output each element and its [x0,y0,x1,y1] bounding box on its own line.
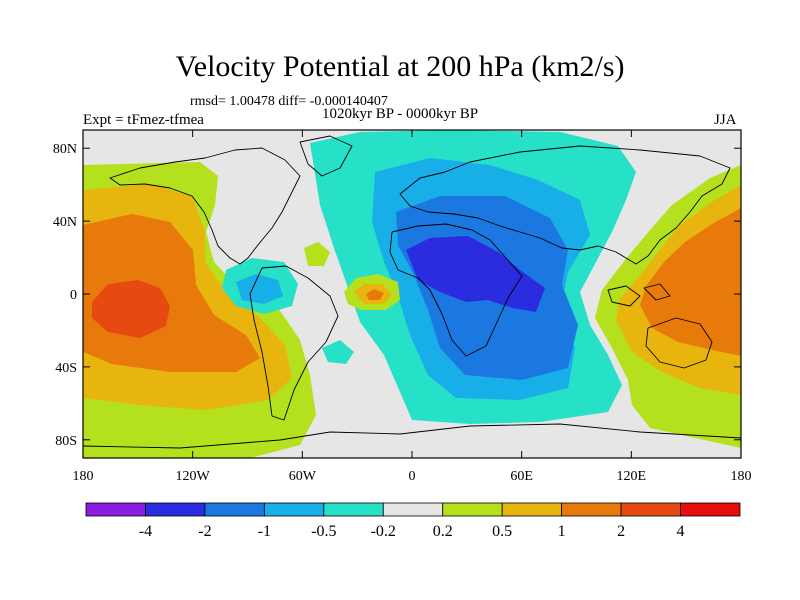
coastline-africa [389,223,523,357]
colorbar-label: -0.2 [371,523,396,540]
experiment-label: Expt = tFmez-tfmea [83,112,204,128]
coastlines [83,135,741,449]
lat-tick-label: 80N [53,142,77,157]
colorbar-swatch [561,502,622,517]
coastline-north-america [109,147,301,265]
colorbar-swatch [204,502,265,517]
coastline-australia [645,317,713,369]
lat-tick-label: 40S [55,361,77,376]
colorbar-label: 0.5 [492,523,512,540]
lat-tick-label: 40N [53,215,77,230]
lon-tick-label: 60W [289,469,317,484]
contour-wpac-1 [640,208,741,356]
lon-tick-label: 0 [409,469,416,484]
lon-tick-label: 180 [73,469,94,484]
colorbar-swatch [382,502,444,517]
season-label: JJA [714,112,737,128]
stats-label: rmsd= 1.00478 diff= -0.000140407 [190,94,388,109]
colorbar-swatch [680,502,741,517]
lon-tick-label: 120W [176,469,211,484]
colorbar-label: -0.5 [311,523,336,540]
contour-pacific-2 [92,280,170,338]
longitude-ticks: 180 120W 60W 0 60E 120E 180 [73,130,752,484]
colorbar-swatch [85,502,146,517]
colorbar-label: -2 [198,523,211,540]
lon-tick-label: 60E [510,469,533,484]
coastline-south-america [249,265,339,421]
coastline-maritime-continent [607,283,671,307]
colorbar-swatch [620,502,681,517]
colorbar-label: -4 [139,523,152,540]
coastline-greenland [299,135,353,177]
colorbar-swatch [442,502,503,517]
lon-tick-label: 120E [617,469,647,484]
colorbar-label: 2 [617,523,625,540]
period-label: 1020kyr BP - 0000kyr BP [322,106,479,122]
lat-tick-label: 80S [55,434,77,449]
colorbar: -4 -2 -1 -0.5 -0.2 0.2 0.5 1 2 4 [85,502,741,540]
colorbar-swatch [145,502,206,517]
colorbar-swatch [263,502,325,517]
colorbar-label: -1 [258,523,271,540]
colorbar-label: 1 [558,523,566,540]
contour-tatl-pos-1 [366,289,384,300]
coastline-eurasia [399,145,731,265]
colorbar-swatch [323,502,384,517]
contour-caribbean-neg-0.5 [236,274,283,304]
latitude-ticks: 80N 40N 0 40S 80S [53,142,741,449]
figure-title: Velocity Potential at 200 hPa (km2/s) [175,50,625,83]
contour-gulf-pos-0.2 [304,242,330,266]
colorbar-swatch [501,502,563,517]
contour-atl-neg-2 [406,236,545,312]
lat-tick-label: 0 [70,288,77,303]
lon-tick-label: 180 [731,469,752,484]
colorbar-label: 4 [677,523,685,540]
contour-brazil-neg-0.2 [322,340,354,364]
coastline-antarctica [83,423,741,449]
colorbar-label: 0.2 [433,523,453,540]
